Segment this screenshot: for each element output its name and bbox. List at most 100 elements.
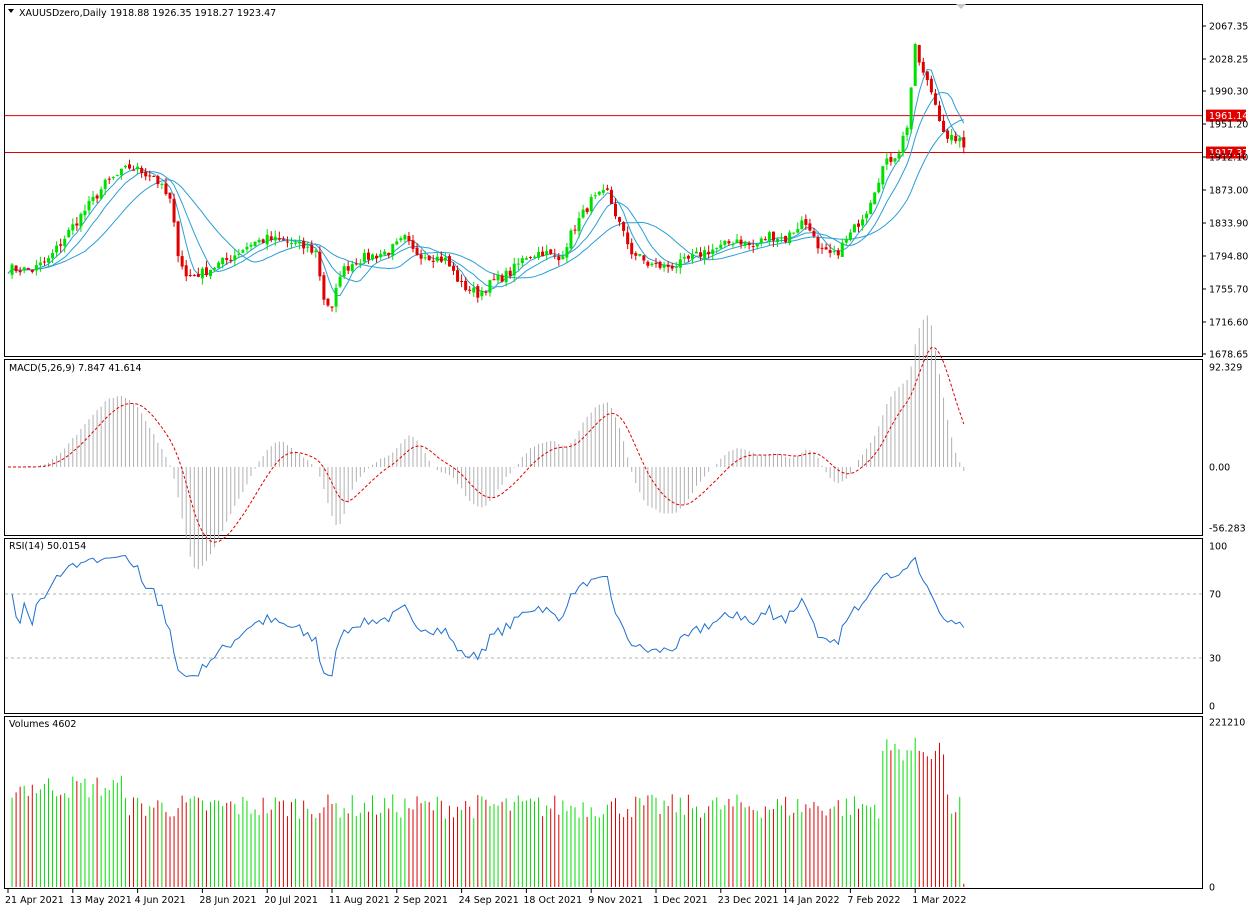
candle-body bbox=[816, 237, 820, 249]
price-tick-label: 2028.25 bbox=[1209, 54, 1248, 65]
candle-body bbox=[618, 217, 622, 222]
candle-body bbox=[569, 230, 573, 249]
candle-body bbox=[366, 252, 370, 260]
candle-body bbox=[537, 252, 541, 258]
candle-body bbox=[480, 290, 484, 297]
candle-body bbox=[593, 195, 597, 197]
candle-body bbox=[322, 275, 326, 300]
candle-body bbox=[954, 135, 958, 142]
candle-body bbox=[751, 246, 755, 248]
candle-body bbox=[686, 255, 690, 259]
candle-body bbox=[832, 251, 836, 253]
candle-body bbox=[877, 182, 881, 193]
candle-body bbox=[310, 245, 314, 253]
candle-body bbox=[257, 239, 261, 243]
candle-body bbox=[609, 189, 613, 204]
candle-body bbox=[852, 224, 856, 233]
candle-body bbox=[767, 232, 771, 241]
candle-body bbox=[484, 291, 488, 293]
time-tick-label: 1 Dec 2021 bbox=[653, 895, 708, 906]
candle-body bbox=[439, 256, 443, 262]
candle-body bbox=[95, 195, 99, 199]
candle-body bbox=[901, 135, 905, 154]
candle-body bbox=[18, 270, 22, 273]
candle-body bbox=[873, 192, 877, 205]
candle-body bbox=[330, 306, 334, 308]
candle-body bbox=[950, 134, 954, 141]
candle-body bbox=[893, 158, 897, 162]
rsi-tick-label: 0 bbox=[1209, 702, 1215, 713]
candle-body bbox=[403, 235, 407, 240]
candle-body bbox=[520, 258, 524, 264]
candle-body bbox=[869, 202, 873, 215]
candle-body bbox=[796, 228, 800, 233]
candle-body bbox=[176, 221, 180, 257]
candle-body bbox=[784, 235, 788, 242]
candle-body bbox=[115, 174, 119, 176]
candle-body bbox=[83, 210, 87, 216]
price-tick-label: 1951.20 bbox=[1209, 120, 1248, 131]
candle-body bbox=[140, 167, 144, 174]
candle-body bbox=[861, 219, 865, 226]
candle-body bbox=[209, 269, 212, 277]
time-tick-label: 4 Jun 2021 bbox=[135, 895, 186, 906]
candle-body bbox=[204, 267, 208, 276]
price-series: 1961.14 1917.37 bbox=[5, 42, 1248, 313]
candle-body bbox=[541, 251, 545, 257]
macd-tick-label: 92.329 bbox=[1209, 363, 1242, 374]
candle-body bbox=[650, 263, 654, 266]
candle-body bbox=[905, 127, 909, 136]
candle-body bbox=[800, 220, 804, 229]
candle-body bbox=[55, 245, 59, 253]
candle-body bbox=[634, 253, 638, 256]
macd-tick-label: 0.00 bbox=[1209, 463, 1230, 474]
candle-body bbox=[168, 192, 172, 199]
candle-body bbox=[338, 276, 342, 287]
price-tick-label: 1794.80 bbox=[1209, 251, 1248, 262]
candle-body bbox=[585, 208, 589, 212]
candle-body bbox=[192, 275, 196, 277]
candle-body bbox=[840, 242, 844, 257]
triangle-down-icon[interactable] bbox=[8, 9, 14, 13]
scroll-marker-icon[interactable] bbox=[956, 4, 966, 9]
candle-body bbox=[128, 164, 131, 169]
candle-body bbox=[573, 229, 577, 231]
candle-body bbox=[504, 270, 508, 283]
candle-body bbox=[225, 257, 229, 260]
candle-body bbox=[897, 153, 901, 159]
candle-body bbox=[14, 265, 18, 272]
candle-body bbox=[249, 244, 253, 247]
time-tick-label: 21 Apr 2021 bbox=[5, 895, 64, 906]
candle-body bbox=[820, 247, 824, 249]
candle-body bbox=[298, 241, 302, 244]
candle-body bbox=[229, 259, 233, 261]
time-tick-label: 18 Oct 2021 bbox=[523, 895, 582, 906]
candle-body bbox=[164, 183, 168, 195]
candle-body bbox=[132, 169, 136, 171]
candle-body bbox=[925, 71, 929, 81]
candle-body bbox=[962, 137, 966, 148]
candle-body bbox=[265, 234, 269, 245]
candle-body bbox=[622, 222, 626, 231]
candle-body bbox=[107, 178, 111, 180]
price-hline-label: 1961.14 bbox=[1209, 111, 1248, 122]
rsi-tick-label: 70 bbox=[1209, 590, 1221, 601]
price-hline-label: 1917.37 bbox=[1209, 148, 1248, 159]
candle-body bbox=[946, 130, 950, 139]
candle-body bbox=[545, 250, 549, 256]
candle-body bbox=[512, 263, 516, 276]
candle-body bbox=[34, 265, 38, 271]
price-panel-frame bbox=[4, 4, 1203, 357]
candle-body bbox=[427, 255, 431, 261]
candle-body bbox=[306, 246, 310, 248]
candle-body bbox=[844, 238, 848, 243]
candle-body bbox=[302, 240, 306, 249]
price-tick-label: 2067.35 bbox=[1209, 22, 1248, 33]
candle-body bbox=[350, 264, 354, 272]
candle-body bbox=[695, 251, 698, 254]
candle-body bbox=[213, 267, 217, 270]
candle-body bbox=[524, 258, 528, 260]
candle-body bbox=[184, 265, 188, 277]
